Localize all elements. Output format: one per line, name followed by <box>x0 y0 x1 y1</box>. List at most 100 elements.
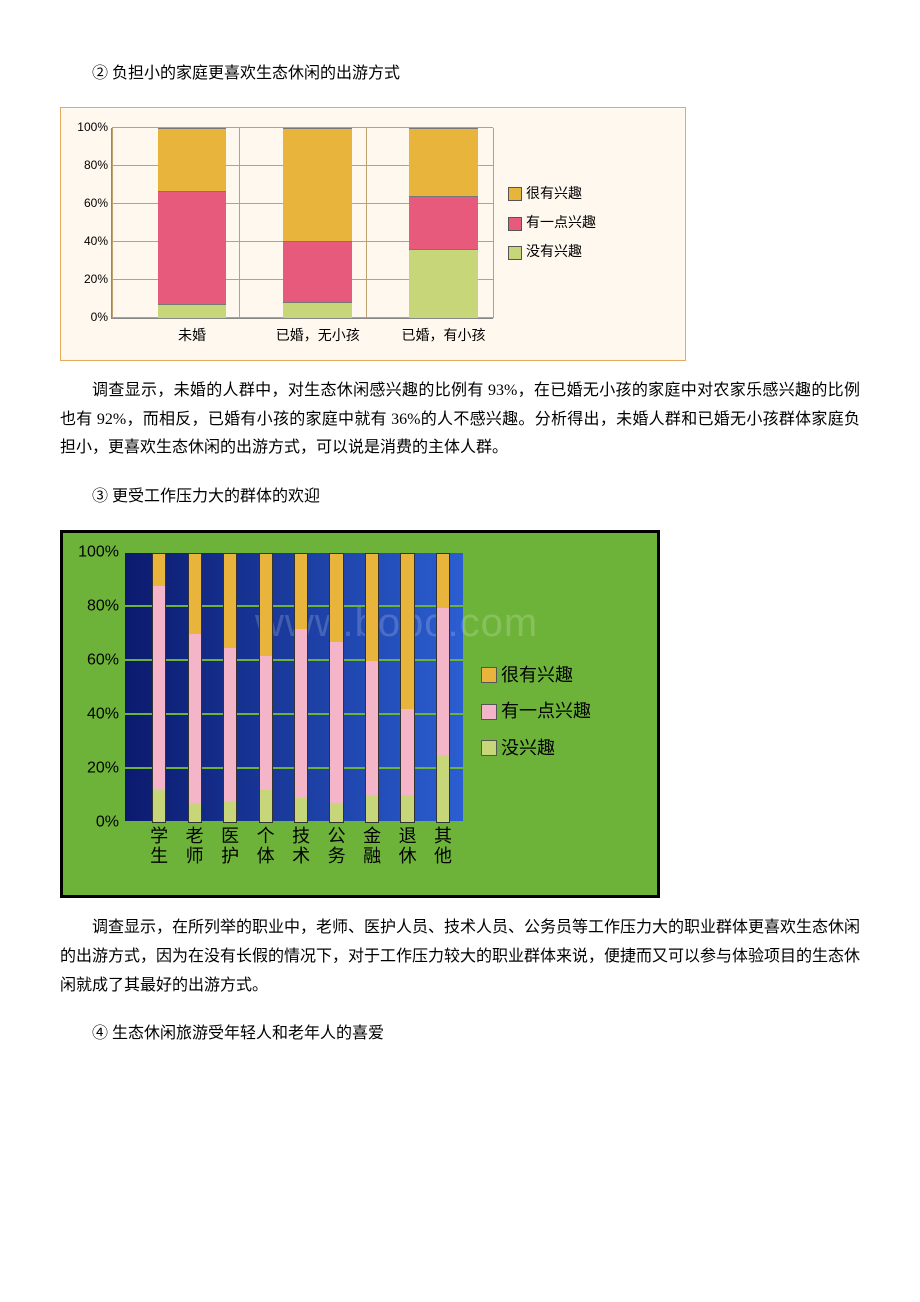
chart2-inner: www.bobo.com 0%20%40%60%80%100%学生老师医护个体技… <box>73 545 647 885</box>
chart2-segment <box>260 554 272 656</box>
chart2-segment <box>437 608 449 755</box>
chart2-segment <box>401 709 413 795</box>
chart2-xtick-label: 金融 <box>361 823 383 867</box>
chart1-gridline-v <box>112 128 113 318</box>
chart2-plot: www.bobo.com 0%20%40%60%80%100%学生老师医护个体技… <box>73 545 463 885</box>
legend-swatch <box>481 667 497 683</box>
chart2-segment <box>366 554 378 661</box>
chart1-bar <box>283 128 352 318</box>
chart2-bar <box>294 553 308 823</box>
chart2-bar <box>400 553 414 823</box>
chart2-segment <box>224 801 236 822</box>
chart-family-burden: 0%20%40%60%80%100%未婚已婚，无小孩已婚，有小孩 很有兴趣有一点… <box>60 107 686 361</box>
chart2-xtick-label: 公务 <box>326 823 348 867</box>
chart1-segment <box>409 196 478 249</box>
chart2-xtick-label: 个体 <box>255 823 277 867</box>
chart1-xtick-label: 已婚，有小孩 <box>401 318 485 349</box>
chart1-legend-item: 很有兴趣 <box>508 182 596 207</box>
chart2-xtick-label: 其他 <box>432 823 454 867</box>
chart1-gridline-v <box>239 128 240 318</box>
heading-4: ④ 生态休闲旅游受年轻人和老年人的喜爱 <box>60 1020 860 1049</box>
legend-label: 很有兴趣 <box>501 659 573 691</box>
chart1-legend-item: 有一点兴趣 <box>508 211 596 236</box>
chart2-segment <box>401 795 413 822</box>
legend-label: 有一点兴趣 <box>501 695 591 727</box>
paragraph-1: 调查显示，未婚的人群中，对生态休闲感兴趣的比例有 93%，在已婚无小孩的家庭中对… <box>60 377 860 463</box>
chart2-segment <box>153 790 165 822</box>
chart1-segment <box>283 302 352 318</box>
chart2-bar <box>259 553 273 823</box>
legend-swatch <box>481 740 497 756</box>
legend-swatch <box>481 704 497 720</box>
chart2-segment <box>437 554 449 608</box>
legend-swatch <box>508 217 522 231</box>
chart1-segment <box>158 128 227 191</box>
chart2-ytick-label: 60% <box>87 647 125 676</box>
chart2-segment <box>295 798 307 822</box>
chart1-bar <box>409 128 478 318</box>
chart1-plot: 0%20%40%60%80%100%未婚已婚，无小孩已婚，有小孩 <box>73 118 493 348</box>
legend-label: 没兴趣 <box>501 732 555 764</box>
chart2-xtick-label: 技术 <box>290 823 312 867</box>
chart1-inner: 0%20%40%60%80%100%未婚已婚，无小孩已婚，有小孩 很有兴趣有一点… <box>73 118 673 348</box>
chart2-xtick-label: 退休 <box>397 823 419 867</box>
chart1-ytick-label: 80% <box>84 155 112 177</box>
chart2-bar <box>188 553 202 823</box>
chart1-gridline-v <box>366 128 367 318</box>
chart2-legend-item: 很有兴趣 <box>481 659 591 691</box>
chart1-legend: 很有兴趣有一点兴趣没有兴趣 <box>508 178 596 270</box>
chart1-segment <box>283 128 352 241</box>
chart1-bar <box>158 128 227 318</box>
heading-2: ② 负担小的家庭更喜欢生态休闲的出游方式 <box>60 60 860 89</box>
chart2-segment <box>366 795 378 822</box>
paragraph-2: 调查显示，在所列举的职业中，老师、医护人员、技术人员、公务员等工作压力大的职业群… <box>60 914 860 1000</box>
chart2-segment <box>260 656 272 790</box>
chart1-ytick-label: 20% <box>84 269 112 291</box>
chart2-segment <box>330 642 342 803</box>
chart-occupation: www.bobo.com 0%20%40%60%80%100%学生老师医护个体技… <box>60 530 660 898</box>
chart2-xtick-label: 学生 <box>148 823 170 867</box>
chart2-segment <box>153 554 165 586</box>
chart2-bar <box>152 553 166 823</box>
chart2-segment <box>224 554 236 648</box>
chart2-legend: 很有兴趣有一点兴趣没兴趣 <box>481 655 591 768</box>
chart1-segment <box>409 128 478 196</box>
chart2-bar <box>223 553 237 823</box>
chart2-segment <box>295 629 307 798</box>
chart1-segment <box>158 304 227 318</box>
chart2-bar <box>436 553 450 823</box>
legend-swatch <box>508 187 522 201</box>
legend-swatch <box>508 246 522 260</box>
chart2-plot-area: www.bobo.com 0%20%40%60%80%100%学生老师医护个体技… <box>125 553 463 823</box>
chart2-segment <box>401 554 413 709</box>
chart2-segment <box>295 554 307 629</box>
document-page: ② 负担小的家庭更喜欢生态休闲的出游方式 0% 20% 40% 60% 80% 100% 未… <box>0 0 920 1127</box>
heading-3: ③ 更受工作压力大的群体的欢迎 <box>60 483 860 512</box>
chart2-ytick-label: 0% <box>96 809 125 838</box>
chart2-segment <box>330 554 342 642</box>
chart1-ytick-label: 100% <box>77 117 112 139</box>
chart2-xtick-label: 医护 <box>219 823 241 867</box>
chart2-ytick-label: 80% <box>87 593 125 622</box>
chart2-segment <box>224 648 236 801</box>
legend-label: 没有兴趣 <box>526 240 582 265</box>
chart1-ytick-label: 40% <box>84 231 112 253</box>
chart2-bar <box>329 553 343 823</box>
chart2-segment <box>437 755 449 822</box>
chart1-segment <box>409 249 478 317</box>
chart1-xtick-label: 未婚 <box>178 318 206 349</box>
chart2-ytick-label: 20% <box>87 755 125 784</box>
chart2-ytick-label: 40% <box>87 701 125 730</box>
legend-label: 很有兴趣 <box>526 182 582 207</box>
chart1-ytick-label: 60% <box>84 193 112 215</box>
chart2-segment <box>153 586 165 790</box>
chart2-ytick-label: 100% <box>78 539 125 568</box>
chart2-segment <box>189 803 201 822</box>
chart1-legend-item: 没有兴趣 <box>508 240 596 265</box>
chart2-legend-item: 有一点兴趣 <box>481 695 591 727</box>
chart1-segment <box>283 241 352 302</box>
chart2-segment <box>189 634 201 803</box>
chart2-segment <box>366 661 378 795</box>
chart1-xtick-label: 已婚，无小孩 <box>276 318 360 349</box>
legend-label: 有一点兴趣 <box>526 211 596 236</box>
